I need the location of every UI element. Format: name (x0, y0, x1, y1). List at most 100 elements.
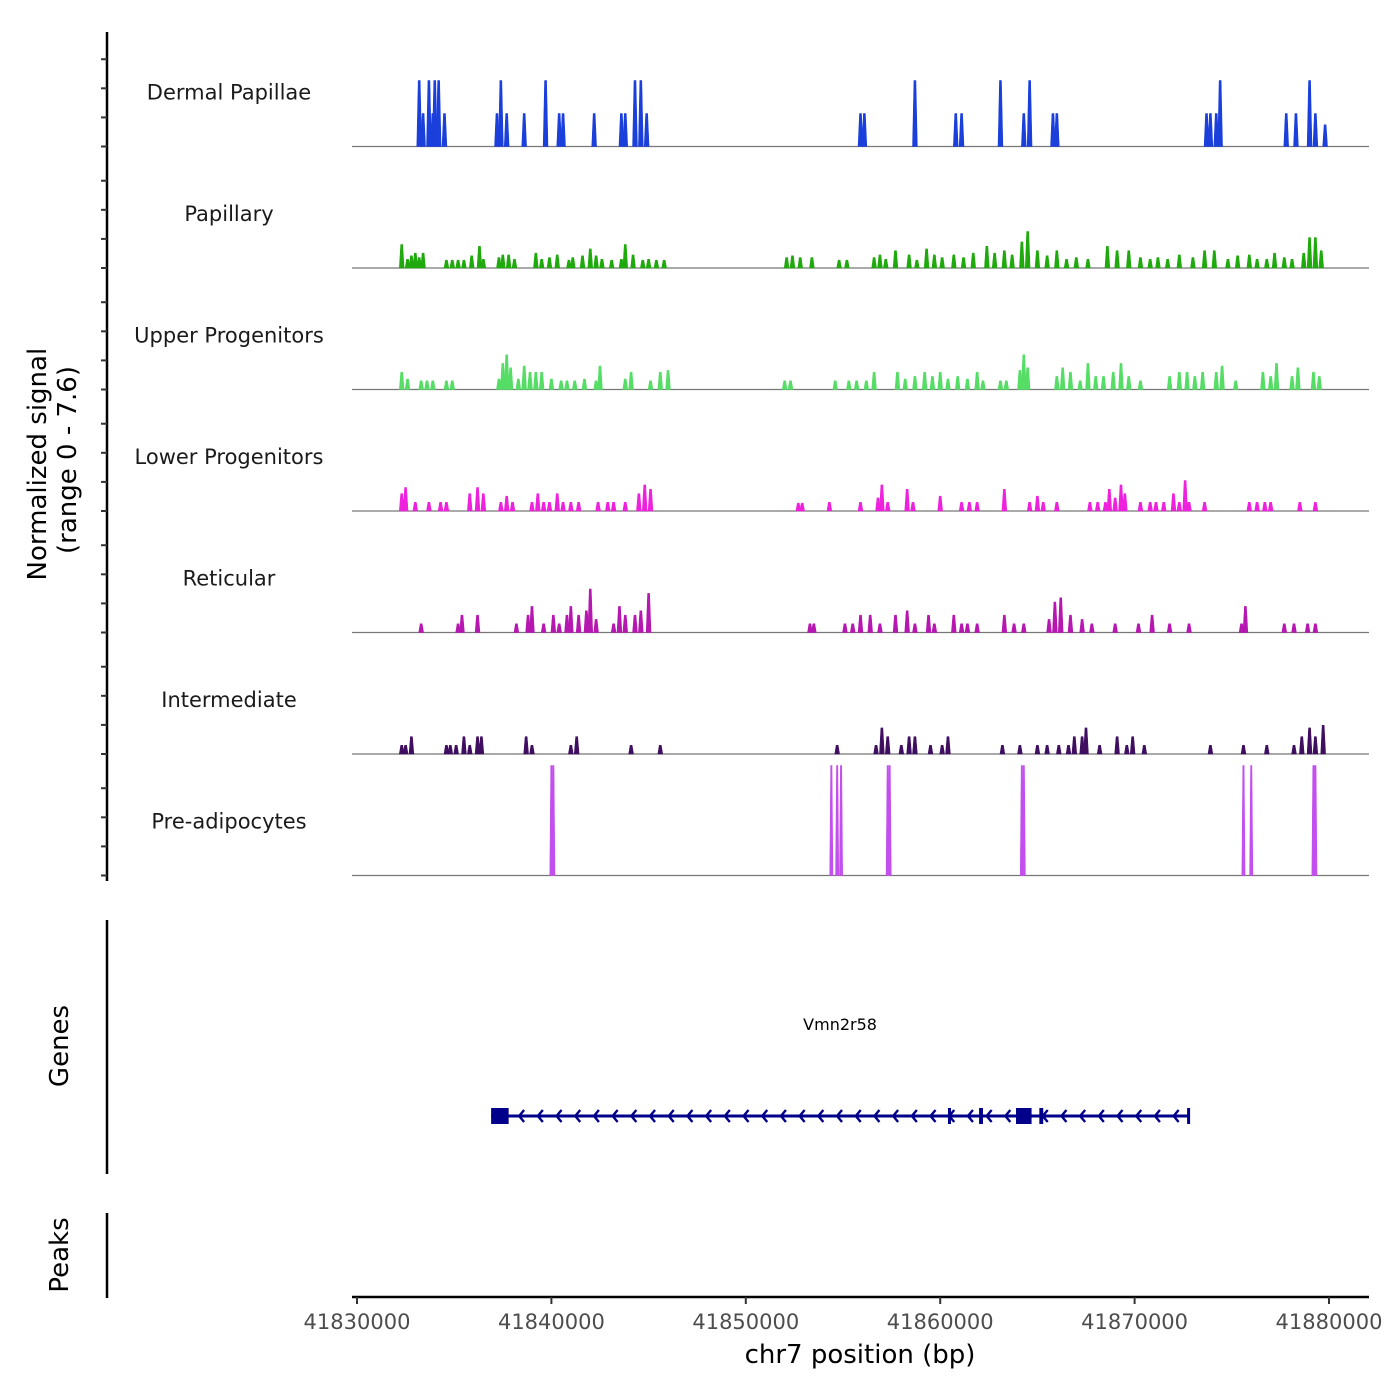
signal-peak (1217, 80, 1223, 147)
signal-peak (1260, 371, 1266, 390)
signal-peak (1077, 380, 1083, 390)
signal-peak (424, 380, 430, 390)
signal-peak (398, 493, 405, 512)
signal-peak (1079, 736, 1085, 755)
signal-peak (1264, 259, 1270, 269)
signal-peak (583, 610, 590, 633)
signal-peak (1293, 113, 1299, 147)
signal-peak (1320, 725, 1326, 755)
signal-peak (593, 380, 599, 390)
signal-peak (535, 493, 541, 512)
signal-peak (937, 495, 943, 512)
signal-peak (1219, 365, 1225, 390)
signal-peak (1164, 259, 1171, 269)
signal-peak (412, 252, 419, 269)
signal-peak (616, 606, 623, 633)
genes-panel-label: Genes (45, 1005, 75, 1087)
signal-peak (1241, 765, 1246, 876)
signal-peak (420, 113, 426, 147)
signal-peak (1135, 623, 1142, 633)
strand-arrow-icon (760, 1109, 769, 1123)
signal-peak (958, 113, 965, 147)
signal-peak (857, 113, 864, 147)
signal-peak (645, 593, 652, 633)
signal-peak (826, 502, 833, 512)
signal-peak (647, 488, 654, 512)
signal-peak (797, 257, 803, 269)
signal-peak (568, 745, 574, 755)
signal-peak (1313, 765, 1318, 876)
signal-peak (958, 623, 965, 633)
signal-peak (964, 378, 971, 390)
strand-arrow-icon (1097, 1109, 1105, 1123)
signal-peak (939, 745, 945, 755)
signal-peak (1232, 380, 1239, 390)
signal-peak (1318, 250, 1324, 269)
signal-peak (404, 378, 411, 390)
signal-tracks: Dermal Papillae Papillary Upper Progenitor… (134, 80, 1369, 877)
signal-peak (1040, 502, 1046, 512)
strand-arrow-icon (835, 1109, 843, 1123)
signal-peak (628, 371, 634, 390)
signal-peak (398, 371, 405, 390)
signal-peak (1246, 502, 1253, 512)
signal-peak (1192, 376, 1198, 390)
signal-peak (1106, 488, 1113, 512)
signal-peak (632, 80, 638, 147)
signal-peak (1063, 259, 1070, 269)
signal-peak (966, 502, 973, 512)
signal-peak (846, 380, 852, 390)
signal-peak (548, 378, 555, 390)
signal-peak (641, 484, 648, 512)
signal-peak (657, 371, 663, 390)
signal-peak (564, 380, 570, 390)
signal-peak (1213, 113, 1219, 147)
signal-peak (1137, 502, 1144, 512)
signal-peak (398, 244, 405, 269)
gene-exon (1187, 1108, 1191, 1124)
signal-peak (597, 365, 603, 390)
signal-peak (883, 259, 889, 269)
signal-peak (1211, 250, 1218, 269)
signal-peak (1085, 259, 1091, 269)
signal-peak (575, 502, 582, 512)
signal-peak (960, 257, 967, 269)
strand-arrow-icon (816, 1109, 825, 1123)
signal-peak (661, 259, 667, 269)
signal-peak (610, 623, 617, 633)
signal-peak (412, 502, 419, 512)
signal-peak (842, 623, 848, 633)
signal-peak (835, 765, 840, 876)
signal-peak (1254, 502, 1260, 512)
signal-peak (622, 502, 629, 512)
signal-peak (1267, 376, 1274, 390)
signal-peak (1024, 367, 1031, 390)
signal-peak (1050, 113, 1056, 147)
x-axis-title: chr7 position (bp) (745, 1340, 976, 1370)
signal-peak (1238, 623, 1245, 633)
signal-peak (871, 257, 877, 269)
signal-peak (503, 113, 510, 147)
strand-arrow-icon (1115, 1109, 1124, 1123)
signal-peak (811, 623, 817, 633)
track-label: Pre-adipocytes (151, 810, 306, 834)
signal-peak (1021, 765, 1026, 876)
signal-peak (984, 245, 990, 269)
track-label: Reticular (183, 567, 276, 591)
signal-peak (657, 745, 664, 755)
signal-peak (443, 502, 450, 512)
signal-peak (527, 371, 533, 390)
signal-peak (997, 380, 1004, 390)
signal-peak (476, 245, 483, 269)
signal-peak (1291, 623, 1297, 633)
signal-peak (568, 502, 574, 512)
signal-peak (1096, 745, 1103, 755)
signal-peak (951, 254, 957, 269)
signal-peak (879, 484, 885, 512)
signal-peak (1054, 376, 1060, 390)
signal-peak (834, 745, 840, 755)
signal-peak (912, 80, 918, 147)
signal-peak (1312, 237, 1319, 269)
signal-peak (1059, 367, 1066, 390)
signal-peak (1009, 254, 1015, 269)
